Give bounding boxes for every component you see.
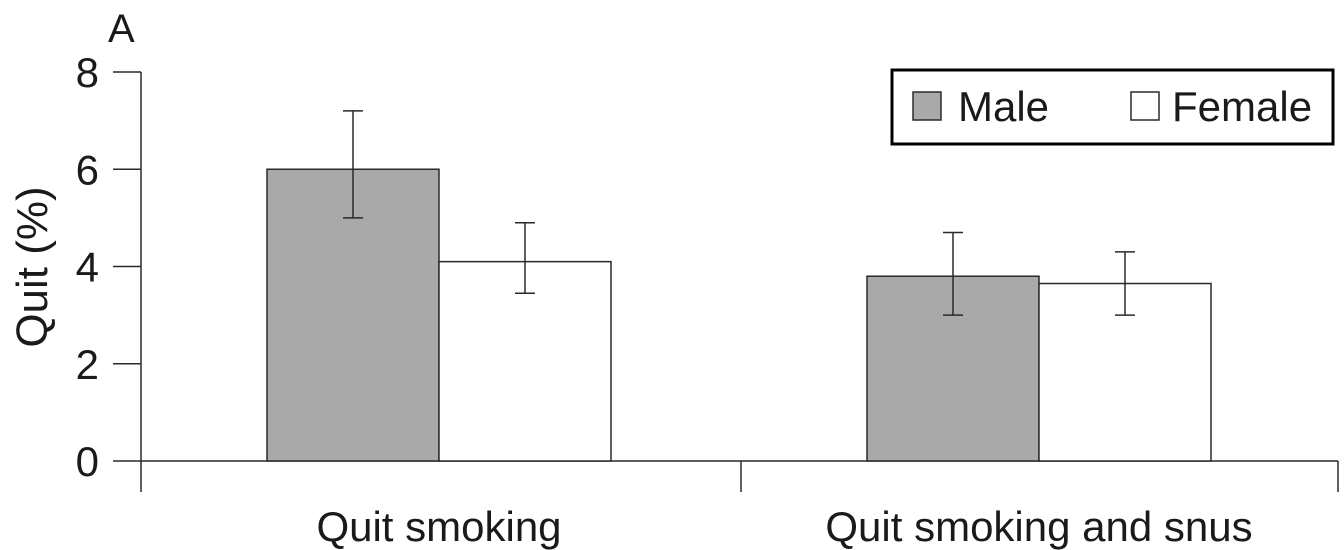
legend-swatch-female <box>1130 91 1160 121</box>
bar-female-1 <box>438 260 612 462</box>
x-tick-label: Quit smoking <box>316 503 561 550</box>
y-tick-label: 6 <box>76 146 99 193</box>
legend: Male Female <box>890 68 1335 146</box>
x-tick-label: Quit smoking and snus <box>825 503 1252 550</box>
plot-area: 0 2 4 6 8 Quit smoking Quit smoking and snus <box>76 49 1339 550</box>
y-tick-label: 4 <box>76 244 99 291</box>
legend-label-male: Male <box>958 83 1049 130</box>
y-tick-label: 0 <box>76 438 99 485</box>
y-tick-label: 8 <box>76 49 99 96</box>
y-axis-label: Quit (%) <box>8 186 57 347</box>
legend-swatch-male <box>912 91 942 121</box>
legend-box <box>890 68 1335 146</box>
y-tick-label: 2 <box>76 341 99 388</box>
legend-label-female: Female <box>1172 83 1312 130</box>
panel-label: A <box>108 7 135 51</box>
